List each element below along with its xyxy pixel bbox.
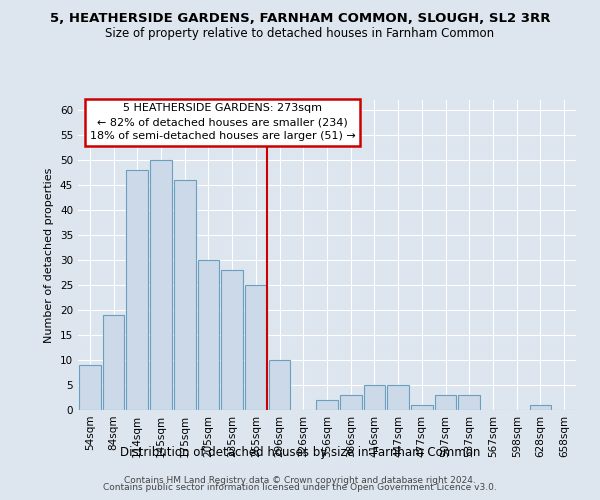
- Bar: [103, 315, 124, 410]
- Bar: [221, 270, 243, 410]
- Bar: [174, 180, 196, 410]
- Bar: [245, 285, 267, 410]
- Text: Size of property relative to detached houses in Farnham Common: Size of property relative to detached ho…: [106, 28, 494, 40]
- Bar: [458, 395, 480, 410]
- Text: Contains HM Land Registry data © Crown copyright and database right 2024.: Contains HM Land Registry data © Crown c…: [124, 476, 476, 485]
- Bar: [150, 160, 172, 410]
- Bar: [79, 365, 101, 410]
- Y-axis label: Number of detached properties: Number of detached properties: [44, 168, 55, 342]
- Text: 5 HEATHERSIDE GARDENS: 273sqm
← 82% of detached houses are smaller (234)
18% of : 5 HEATHERSIDE GARDENS: 273sqm ← 82% of d…: [89, 103, 355, 141]
- Bar: [127, 170, 148, 410]
- Bar: [340, 395, 362, 410]
- Text: Contains public sector information licensed under the Open Government Licence v3: Contains public sector information licen…: [103, 484, 497, 492]
- Bar: [364, 385, 385, 410]
- Bar: [269, 360, 290, 410]
- Bar: [316, 400, 338, 410]
- Text: Distribution of detached houses by size in Farnham Common: Distribution of detached houses by size …: [120, 446, 480, 459]
- Bar: [387, 385, 409, 410]
- Bar: [197, 260, 220, 410]
- Bar: [530, 405, 551, 410]
- Bar: [411, 405, 433, 410]
- Bar: [434, 395, 457, 410]
- Text: 5, HEATHERSIDE GARDENS, FARNHAM COMMON, SLOUGH, SL2 3RR: 5, HEATHERSIDE GARDENS, FARNHAM COMMON, …: [50, 12, 550, 26]
